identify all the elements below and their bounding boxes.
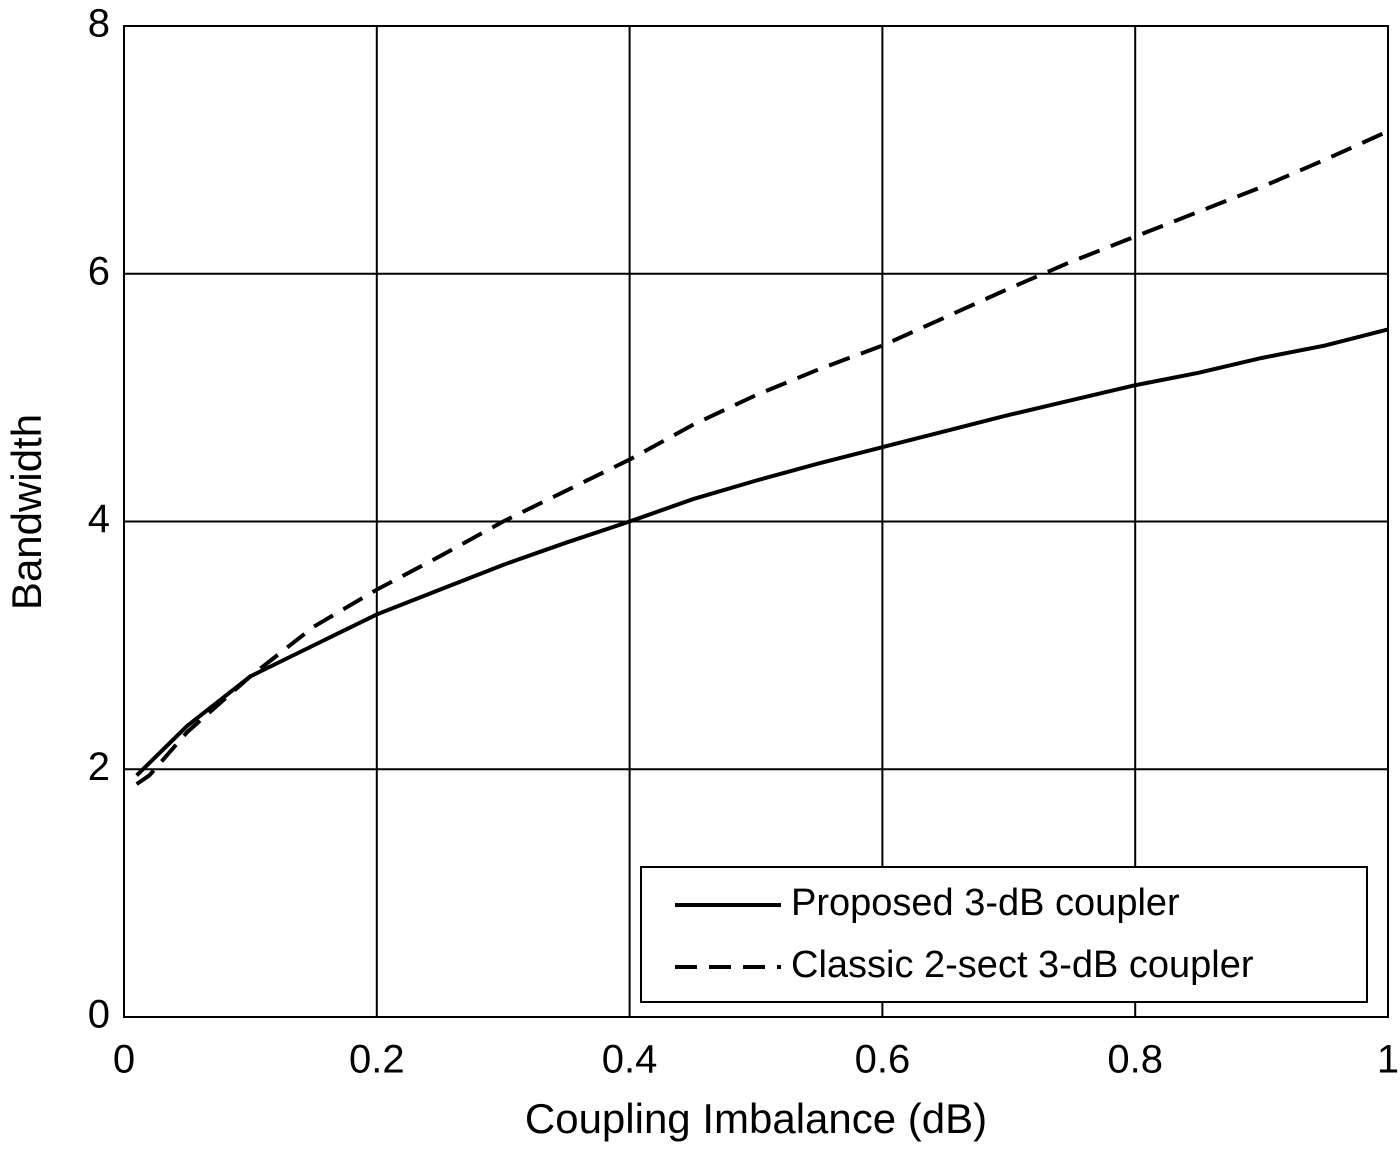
x-tick-label: 1	[1377, 1038, 1399, 1082]
x-axis-label: Coupling Imbalance (dB)	[525, 1095, 987, 1142]
x-tick-label: 0.6	[855, 1038, 911, 1082]
x-tick-label: 0	[113, 1038, 135, 1082]
y-tick-label: 8	[88, 2, 110, 46]
plot-frame	[123, 25, 1389, 1018]
data-line	[135, 327, 1389, 777]
y-tick-label: 4	[88, 497, 110, 541]
y-axis-label: Bandwidth	[3, 414, 50, 610]
y-tick-label: 2	[88, 745, 110, 789]
x-tick-label: 0.4	[602, 1038, 658, 1082]
x-tick-label: 0.2	[349, 1038, 405, 1082]
legend-box	[640, 866, 1368, 1003]
legend-label: Proposed 3-dB coupler	[791, 882, 1180, 924]
legend-label: Classic 2-sect 3-dB coupler	[791, 944, 1254, 986]
y-tick-label: 0	[88, 993, 110, 1037]
y-tick-label: 6	[88, 249, 110, 293]
x-tick-label: 0.8	[1107, 1038, 1163, 1082]
